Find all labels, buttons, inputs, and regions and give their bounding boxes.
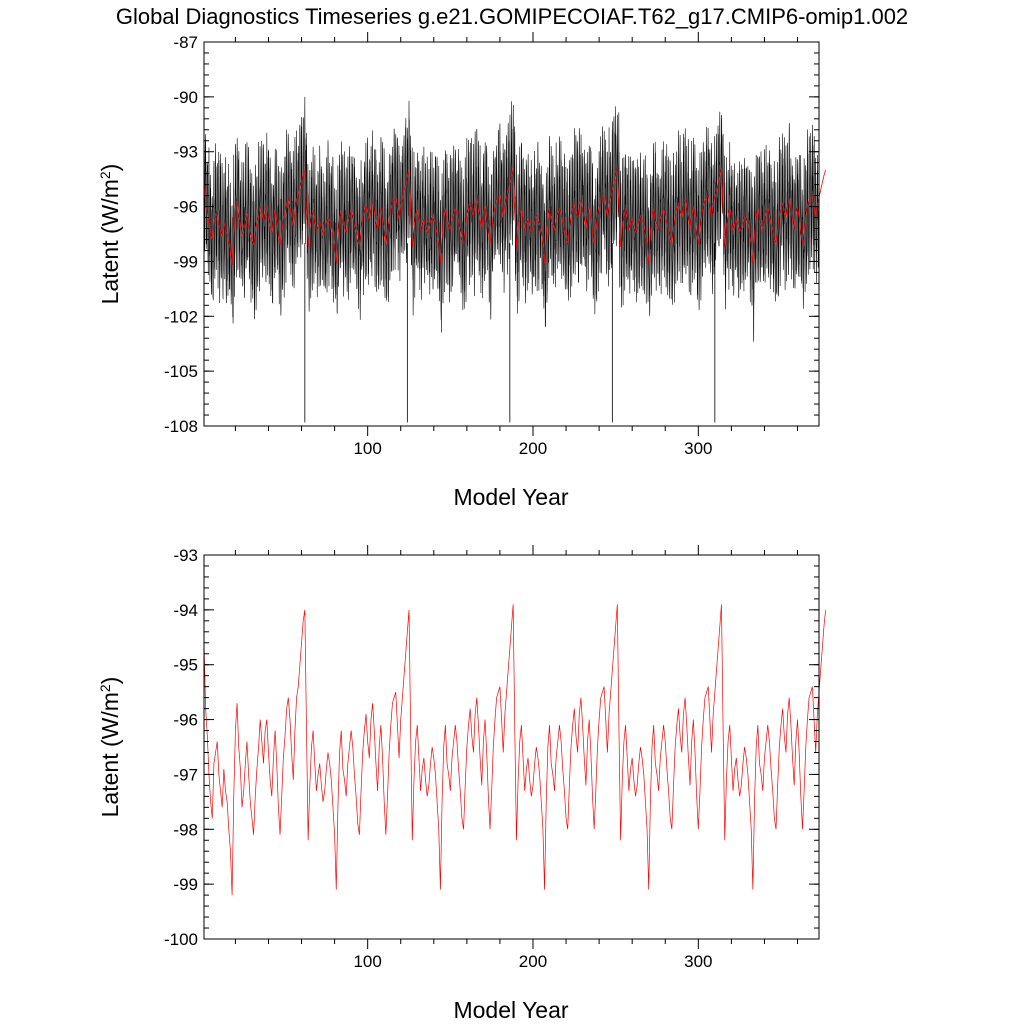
- y-tick-label: -96: [173, 711, 198, 730]
- y-tick-label: -99: [173, 252, 198, 271]
- top-plot-frame: [203, 41, 820, 427]
- annual-mean-path: [203, 168, 826, 266]
- top-panel: -108 -105 -102 -99 -96 -93 -90 -87 100 200 300 Mod…: [97, 32, 826, 510]
- bottom-axis-ticks: -100 -99 -98 -97 -96 -95 -94 -93 100 200 300: [164, 545, 819, 971]
- y-tick-label: -98: [173, 820, 198, 839]
- x-tick-label: 200: [519, 952, 547, 971]
- y-tick-label: -93: [173, 143, 198, 162]
- x-tick-label: 100: [353, 952, 381, 971]
- annual-mean-line: [203, 168, 826, 266]
- y-tick-label: -100: [164, 930, 198, 949]
- monthly-series-line: [203, 96, 820, 423]
- bottom-y-axis-label: Latent (W/m2): [97, 677, 123, 818]
- annual-mean-path: [203, 604, 826, 896]
- bottom-y-axis-label-sup: 2: [97, 684, 113, 692]
- y-tick-label: -96: [173, 198, 198, 217]
- monthly-series-path: [203, 96, 820, 342]
- bottom-panel: -100 -99 -98 -97 -96 -95 -94 -93 100 200 300 Model…: [97, 545, 826, 1023]
- bottom-plot-frame: [203, 554, 820, 940]
- top-x-axis-label: Model Year: [453, 484, 568, 510]
- y-tick-label: -87: [173, 33, 198, 52]
- x-tick-label: 200: [519, 439, 547, 458]
- y-tick-label: -95: [173, 656, 198, 675]
- y-tick-label: -90: [173, 88, 198, 107]
- y-tick-label: -94: [173, 601, 198, 620]
- bottom-x-axis-label: Model Year: [453, 997, 568, 1023]
- x-tick-label: 100: [353, 439, 381, 458]
- top-y-axis-label: Latent (W/m2): [97, 164, 123, 305]
- x-tick-label: 300: [684, 952, 712, 971]
- top-axis-ticks: -108 -105 -102 -99 -96 -93 -90 -87 100 200 300: [164, 32, 819, 458]
- figure-title: Global Diagnostics Timeseries g.e21.GOMI…: [116, 4, 908, 29]
- y-tick-label: -99: [173, 875, 198, 894]
- y-tick-label: -102: [164, 307, 198, 326]
- annual-mean-line: [203, 604, 826, 896]
- y-tick-label: -108: [164, 417, 198, 436]
- y-tick-label: -105: [164, 362, 198, 381]
- top-y-axis-label-sup: 2: [97, 171, 113, 179]
- x-tick-label: 300: [684, 439, 712, 458]
- y-tick-label: -97: [173, 765, 198, 784]
- y-tick-label: -93: [173, 546, 198, 565]
